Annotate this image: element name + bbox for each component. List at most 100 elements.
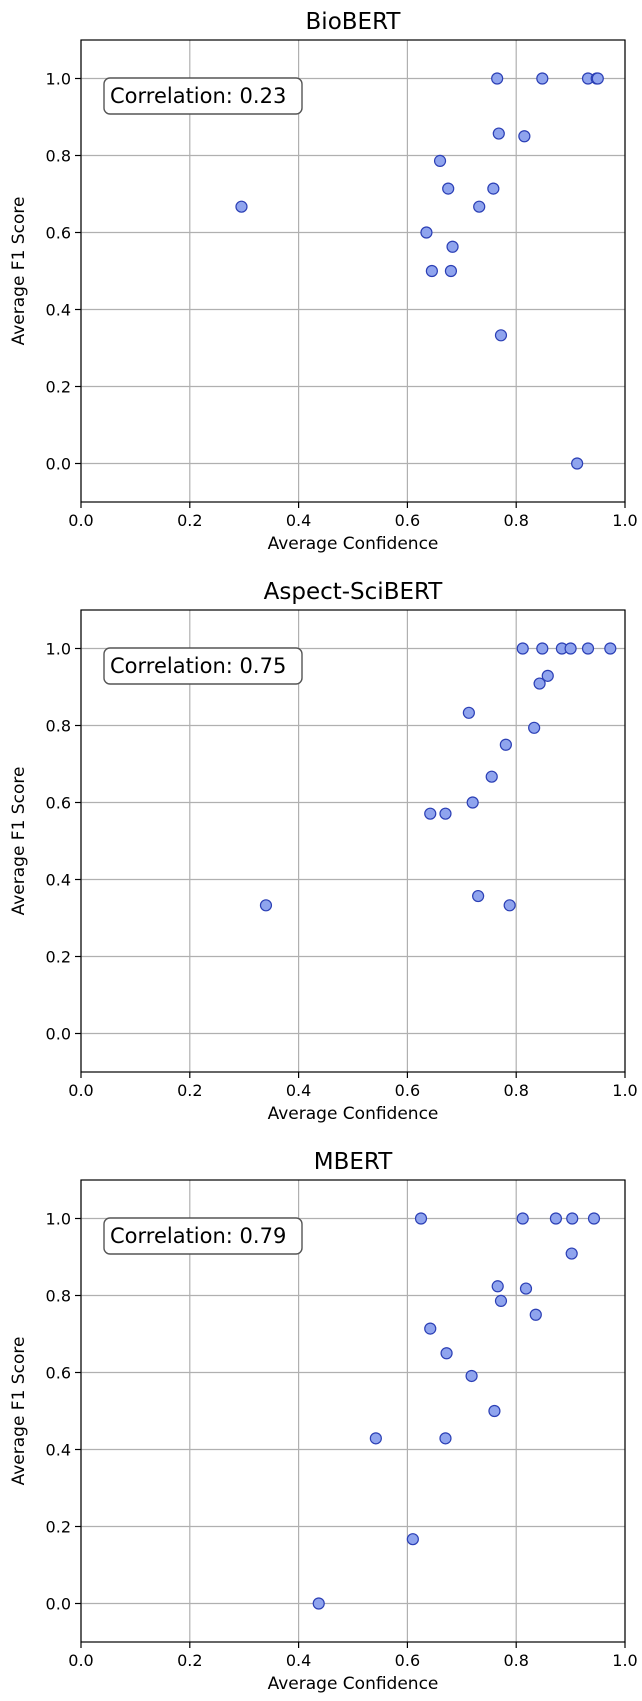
data-point [312,1597,325,1610]
data-point [491,72,504,85]
data-point [536,72,549,85]
data-point [519,1282,533,1295]
data-point [485,770,498,783]
data-point [494,1294,508,1307]
chart-panel-1: Aspect-SciBERT 0.0 0.2 0.4 0.6 0.8 1.0 0.0 0.2 0.… [9,579,638,1124]
data-point [420,226,433,239]
x-tick-label: 0.4 [286,1081,311,1100]
data-point [424,1322,437,1335]
x-tick-label: 0.6 [395,1081,420,1100]
data-point [424,807,437,820]
y-tick-label: 0.4 [46,301,71,320]
data-point [492,127,505,140]
x-axis-label: Average Confidence [268,1104,439,1124]
data-point [488,1404,501,1418]
data-point [541,669,554,682]
y-tick-label: 0.8 [46,147,71,166]
data-point [406,1533,419,1546]
data-point [259,899,273,912]
x-tick-label: 0.6 [395,1651,420,1670]
x-tick-label: 1.0 [612,511,637,530]
data-point [536,642,549,655]
data-point [564,642,577,655]
data-point [587,1212,601,1225]
data-point [466,796,479,809]
y-tick-label: 1.0 [46,640,71,659]
data-point [369,1432,382,1445]
data-point [439,807,452,820]
y-tick-label: 0.6 [46,794,71,813]
data-point [571,457,584,470]
y-tick-label: 0.4 [46,871,71,890]
x-tick-label: 0.0 [68,1081,93,1100]
data-point [566,1212,579,1225]
x-tick-label: 0.2 [177,511,202,530]
data-point [446,240,459,253]
x-tick-label: 0.4 [286,1651,311,1670]
data-point [491,1280,504,1293]
y-axis-label: Average F1 Score [9,767,29,916]
chart-panel-0: BioBERT 0.0 0.2 0.4 0.6 0.8 1.0 0.0 0.2 0.4 0.6 0.8… [9,9,638,554]
plot-frame [80,1179,626,1643]
data-point [487,182,500,195]
y-tick-label: 0.0 [46,1595,71,1614]
data-point [565,1247,578,1260]
data-point [591,72,604,85]
x-tick-label: 0.4 [286,511,311,530]
correlation-box [103,647,303,685]
data-point [472,889,485,903]
x-tick-label: 0.8 [503,1651,528,1670]
data-point [549,1212,563,1225]
data-point [235,200,248,213]
x-tick-label: 1.0 [612,1081,637,1100]
data-point [414,1212,428,1225]
correlation-box [103,1217,303,1255]
x-axis-label: Average Confidence [268,1674,439,1694]
x-tick-label: 0.0 [68,1651,93,1670]
x-tick-label: 0.2 [177,1651,202,1670]
y-tick-label: 0.8 [46,1287,71,1306]
data-point [516,1212,529,1225]
data-point [433,154,447,167]
correlation-label: Correlation: 0.23 [110,84,286,108]
plot-frame [80,39,626,503]
x-tick-label: 0.0 [68,511,93,530]
y-tick-label: 1.0 [46,70,71,89]
y-tick-label: 0.6 [46,224,71,243]
x-tick-label: 0.2 [177,1081,202,1100]
x-tick-label: 0.8 [503,1081,528,1100]
x-axis-label: Average Confidence [268,534,439,554]
data-point [533,677,546,690]
correlation-label: Correlation: 0.79 [110,1224,286,1248]
data-point [439,1432,452,1445]
data-point [462,706,475,719]
chart-title: MBERT [314,1149,393,1175]
y-tick-label: 0.2 [46,948,71,967]
chart-title: BioBERT [306,9,402,35]
y-tick-label: 0.8 [46,717,71,736]
y-axis-label: Average F1 Score [9,197,29,346]
correlation-label: Correlation: 0.75 [110,654,286,678]
data-point [604,642,617,655]
data-point [425,264,438,278]
y-tick-label: 0.0 [46,1025,71,1044]
y-tick-label: 0.2 [46,378,71,397]
data-point [494,329,508,342]
data-point [516,642,529,655]
x-tick-label: 0.8 [503,511,528,530]
data-point [473,200,486,213]
data-point [528,721,541,734]
data-point [442,182,455,195]
y-tick-label: 0.6 [46,1364,71,1383]
data-point [518,130,531,143]
chart-title: Aspect-SciBERT [264,579,444,605]
data-point [503,899,516,912]
data-point [465,1369,478,1383]
y-tick-label: 0.0 [46,455,71,474]
data-point [440,1347,453,1360]
x-tick-label: 1.0 [612,1651,637,1670]
chart-panel-2: MBERT 0.0 0.2 0.4 0.6 0.8 1.0 0.0 0.2 0.4 0.6 0.8 1.… [9,1149,638,1694]
correlation-box [103,77,303,115]
y-tick-label: 1.0 [46,1210,71,1229]
